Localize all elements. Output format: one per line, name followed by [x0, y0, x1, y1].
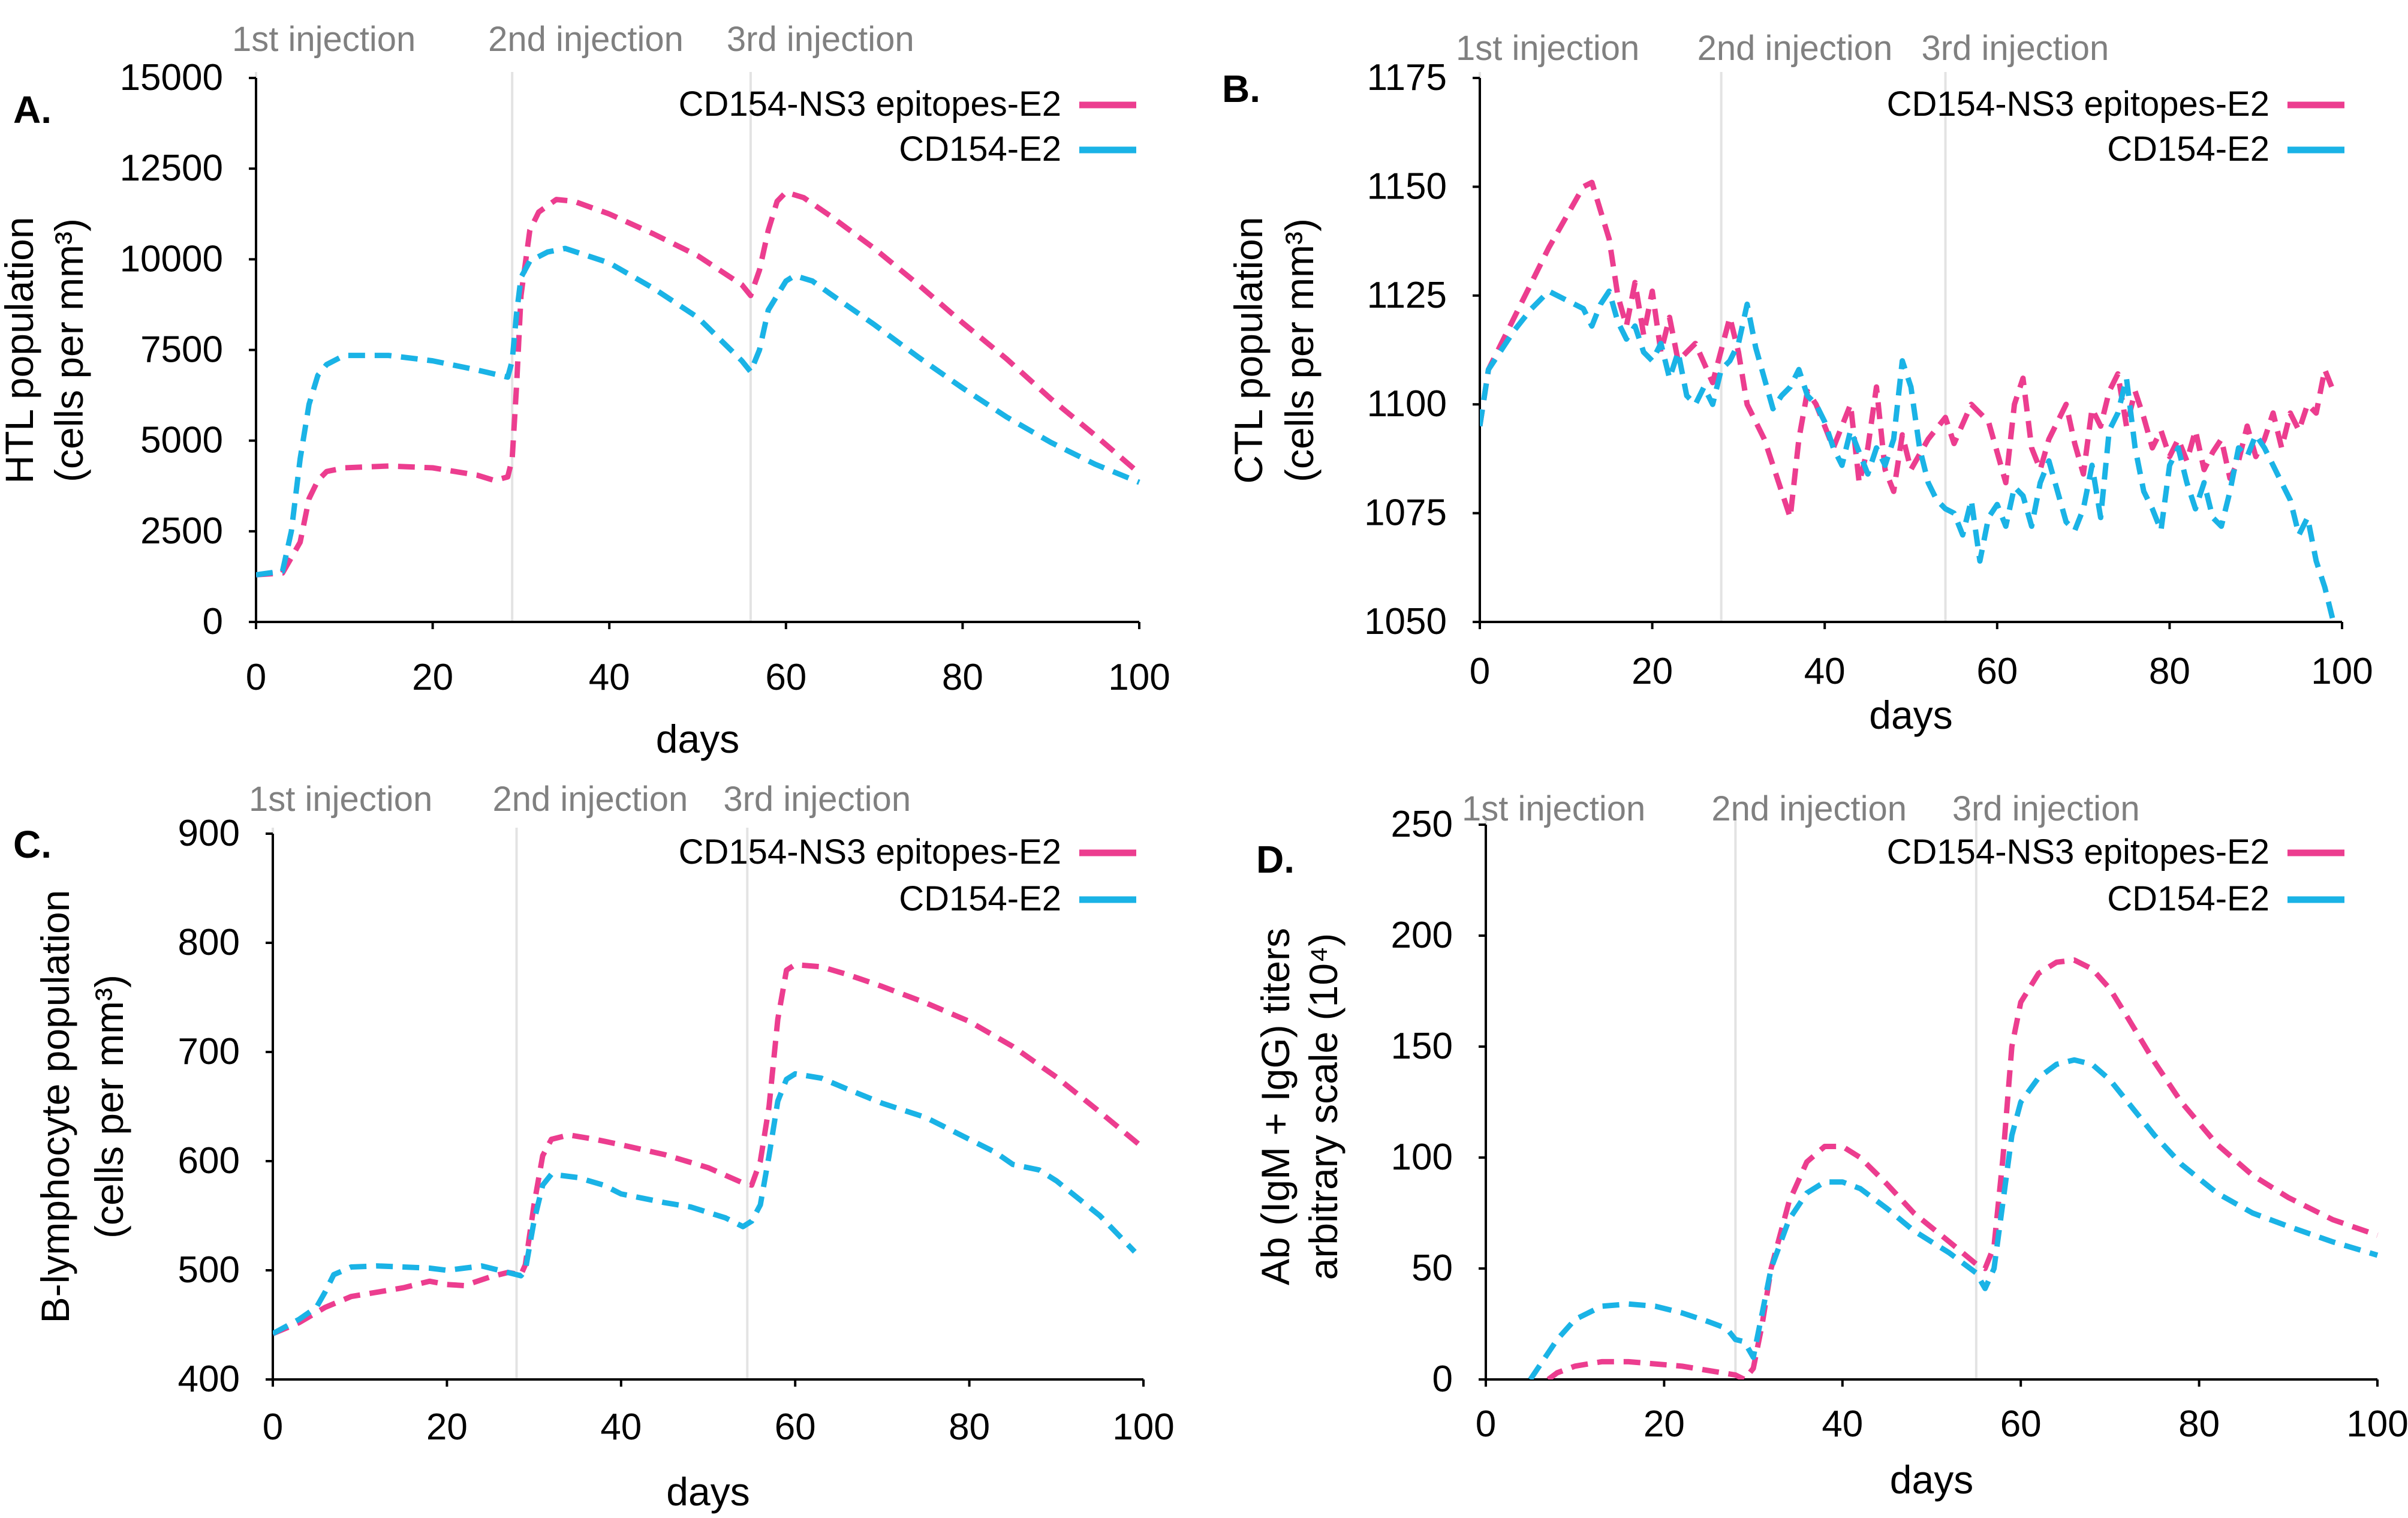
x-tick-label: 100	[2346, 1403, 2408, 1445]
legend-label: CD154-E2	[899, 130, 1061, 169]
x-tick-label: 80	[949, 1406, 990, 1448]
series-line-cyan	[1480, 288, 2336, 622]
x-tick-label: 60	[2000, 1403, 2042, 1445]
x-axis-title: days	[1869, 693, 1952, 737]
y-tick-label: 0	[1432, 1358, 1453, 1400]
injection-label: 2nd injection	[1711, 789, 1907, 828]
injection-label: 3rd injection	[1952, 789, 2140, 828]
x-tick-label: 20	[426, 1406, 468, 1448]
x-axis-title: days	[1890, 1457, 1973, 1502]
y-tick-label: 600	[178, 1140, 240, 1182]
x-axis-title: days	[656, 717, 739, 761]
injection-label: 3rd injection	[1922, 29, 2109, 68]
y-tick-label: 7500	[140, 329, 223, 371]
x-tick-label: 20	[1632, 651, 1673, 692]
y-tick-label: 500	[178, 1249, 240, 1291]
x-tick-label: 0	[1470, 651, 1490, 692]
y-axis-title: HTL population	[0, 217, 41, 483]
series-line-pink	[273, 961, 1145, 1336]
x-tick-label: 100	[2311, 651, 2373, 692]
y-tick-label: 400	[178, 1358, 240, 1400]
y-axis-title: CTL population	[1226, 217, 1271, 483]
x-tick-label: 20	[1644, 1403, 1685, 1445]
y-axis-title: (cells per mm³)	[1277, 218, 1322, 482]
series-line-cyan	[1528, 1057, 2379, 1379]
panel-label: B.	[1222, 67, 1260, 110]
y-tick-label: 10000	[120, 238, 223, 279]
legend-label: CD154-E2	[899, 879, 1061, 918]
injection-label: 2nd injection	[1697, 29, 1893, 68]
y-tick-label: 1125	[1367, 275, 1447, 316]
x-tick-label: 80	[942, 657, 983, 698]
series-line-cyan	[273, 1071, 1137, 1336]
panel-d: 1st injection 2nd injection 3rd injection 0…	[1253, 789, 2408, 1502]
y-tick-label: 1150	[1367, 166, 1447, 207]
x-tick-label: 60	[1976, 651, 2018, 692]
series-line-pink	[1480, 179, 2336, 521]
y-tick-label: 12500	[120, 148, 223, 189]
y-tick-label: 50	[1411, 1248, 1453, 1289]
y-tick-label: 700	[178, 1031, 240, 1072]
x-tick-label: 40	[600, 1406, 642, 1448]
series-line-pink	[1546, 957, 2379, 1379]
y-tick-label: 5000	[140, 420, 223, 461]
legend-label: CD154-NS3 epitopes-E2	[679, 832, 1061, 871]
x-tick-label: 20	[412, 657, 453, 698]
panel-label: D.	[1256, 838, 1295, 881]
y-tick-label: 0	[203, 601, 223, 642]
legend-label: CD154-E2	[2107, 879, 2269, 918]
x-tick-label: 100	[1108, 657, 1170, 698]
y-tick-label: 1050	[1364, 601, 1447, 642]
y-axis-title: B-lymphocyte population	[33, 890, 77, 1324]
x-tick-label: 0	[246, 657, 266, 698]
injection-label: 2nd injection	[493, 780, 688, 819]
x-tick-label: 60	[775, 1406, 816, 1448]
injection-label: 3rd injection	[723, 780, 911, 819]
y-tick-label: 1100	[1367, 383, 1447, 425]
injection-label: 1st injection	[232, 20, 416, 59]
panel-label: C.	[13, 823, 52, 866]
injection-label: 1st injection	[249, 780, 432, 819]
y-tick-label: 100	[1391, 1137, 1453, 1178]
y-tick-label: 200	[1391, 915, 1453, 956]
y-tick-label: 800	[178, 922, 240, 963]
legend-label: CD154-NS3 epitopes-E2	[1887, 85, 2269, 124]
x-tick-label: 80	[2149, 651, 2190, 692]
panel-c: 1st injection 2nd injection 3rd injection 0…	[13, 780, 1175, 1514]
y-tick-label: 1075	[1364, 492, 1447, 534]
x-axis-title: days	[666, 1469, 750, 1514]
panel-label: A.	[13, 88, 52, 131]
y-axis-title: arbitrary scale (10⁴)	[1301, 933, 1346, 1280]
series-line-cyan	[256, 245, 1140, 578]
x-tick-label: 80	[2178, 1403, 2220, 1445]
injection-label: 1st injection	[1456, 29, 1639, 68]
y-tick-label: 900	[178, 813, 240, 854]
y-tick-label: 2500	[140, 510, 223, 552]
x-tick-label: 0	[1476, 1403, 1496, 1445]
panel-a: 1st injection 2nd injection 3rd injection 0…	[0, 20, 1170, 761]
y-tick-label: 250	[1391, 804, 1453, 845]
x-tick-label: 100	[1112, 1406, 1174, 1448]
injection-label: 1st injection	[1462, 789, 1645, 828]
panel-b: 1st injection 2nd injection 3rd injection 0…	[1222, 29, 2373, 737]
legend-label: CD154-E2	[2107, 130, 2269, 169]
legend-label: CD154-NS3 epitopes-E2	[679, 85, 1061, 124]
legend-label: CD154-NS3 epitopes-E2	[1887, 832, 2269, 871]
injection-label: 2nd injection	[488, 20, 684, 59]
injection-label: 3rd injection	[727, 20, 914, 59]
x-tick-label: 60	[765, 657, 806, 698]
y-tick-label: 1175	[1367, 57, 1447, 98]
y-tick-label: 15000	[120, 57, 223, 98]
y-axis-title: Ab (IgM + IgG) titers	[1253, 928, 1298, 1285]
y-axis-title: (cells per mm³)	[47, 218, 91, 482]
x-tick-label: 40	[1804, 651, 1846, 692]
x-tick-label: 40	[589, 657, 630, 698]
x-tick-label: 0	[263, 1406, 283, 1448]
y-tick-label: 150	[1391, 1026, 1453, 1067]
y-axis-title: (cells per mm³)	[87, 975, 131, 1239]
x-tick-label: 40	[1822, 1403, 1863, 1445]
